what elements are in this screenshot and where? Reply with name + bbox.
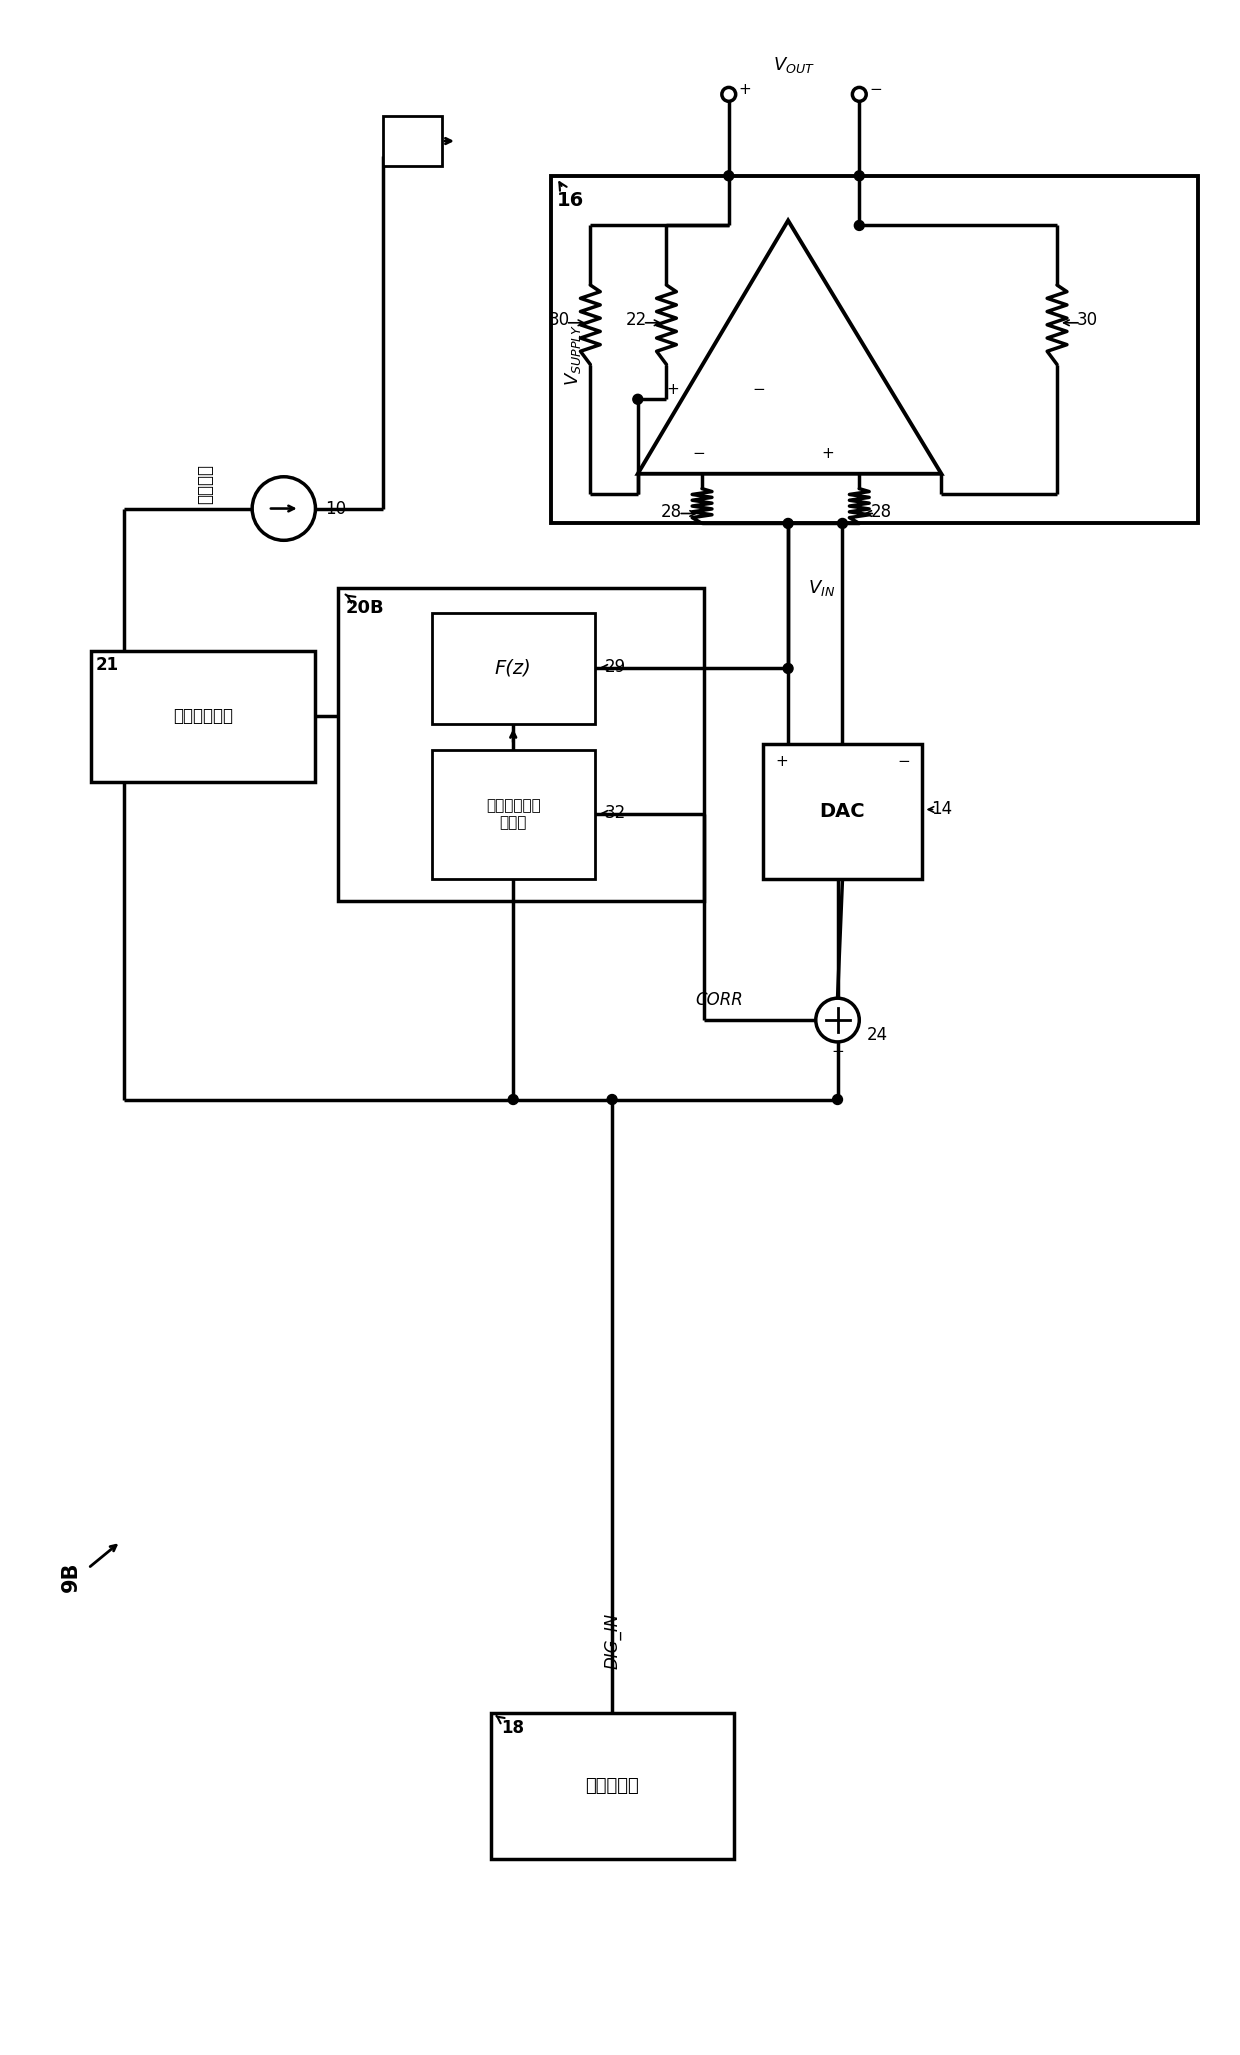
Text: 偏移校正控制
预测器: 偏移校正控制 预测器	[486, 797, 541, 830]
Bar	[551, 177, 1198, 524]
Text: +: +	[666, 382, 678, 397]
Text: 20B: 20B	[346, 594, 384, 616]
Text: 28: 28	[661, 503, 682, 520]
Circle shape	[632, 395, 642, 405]
Text: −: −	[799, 1013, 811, 1028]
Text: DIG_IN: DIG_IN	[603, 1613, 621, 1669]
Circle shape	[852, 88, 867, 101]
Circle shape	[784, 664, 794, 674]
Bar	[432, 612, 595, 723]
Text: −: −	[831, 1044, 844, 1058]
Circle shape	[832, 1095, 842, 1104]
Text: −: −	[693, 446, 706, 462]
Text: 24: 24	[867, 1025, 888, 1044]
Circle shape	[608, 1095, 618, 1104]
Bar	[764, 744, 921, 880]
Text: 28: 28	[872, 503, 893, 520]
Text: 30: 30	[1076, 310, 1097, 329]
Text: F(z): F(z)	[495, 660, 532, 678]
Text: 30: 30	[548, 310, 569, 329]
Text: $V_{OUT}$: $V_{OUT}$	[773, 55, 815, 74]
Text: 16: 16	[557, 183, 584, 210]
Text: 微控制器核: 微控制器核	[585, 1778, 639, 1794]
Circle shape	[508, 1095, 518, 1104]
Bar	[339, 588, 704, 900]
Text: +: +	[739, 82, 751, 97]
Text: $V_{SUPPLY}$: $V_{SUPPLY}$	[563, 323, 583, 386]
Text: 9B: 9B	[61, 1562, 81, 1591]
Text: +: +	[775, 754, 787, 769]
Text: −: −	[751, 382, 765, 397]
Text: 电源电压控制: 电源电压控制	[172, 707, 233, 725]
Text: $V_{IN}$: $V_{IN}$	[808, 577, 835, 598]
Circle shape	[854, 220, 864, 230]
Text: 22: 22	[625, 310, 647, 329]
Circle shape	[784, 518, 794, 528]
Text: 32: 32	[605, 804, 626, 822]
Circle shape	[854, 171, 864, 181]
Polygon shape	[637, 220, 941, 475]
Text: −: −	[897, 754, 910, 769]
Text: 21: 21	[95, 656, 119, 674]
Circle shape	[837, 518, 847, 528]
Text: 10: 10	[325, 499, 346, 518]
Text: CORR: CORR	[694, 991, 743, 1009]
Circle shape	[816, 999, 859, 1042]
Bar	[91, 651, 315, 781]
Text: +: +	[821, 446, 835, 462]
Text: 14: 14	[931, 801, 952, 818]
Circle shape	[252, 477, 315, 540]
Text: 29: 29	[605, 658, 626, 676]
Bar	[491, 1714, 734, 1860]
Text: DAC: DAC	[820, 801, 866, 820]
Bar	[432, 750, 595, 880]
Text: 18: 18	[496, 1716, 525, 1736]
Bar	[383, 117, 441, 166]
Text: −: −	[869, 82, 882, 97]
Circle shape	[722, 88, 735, 101]
Circle shape	[724, 171, 734, 181]
Text: 电压控制: 电压控制	[196, 464, 213, 503]
